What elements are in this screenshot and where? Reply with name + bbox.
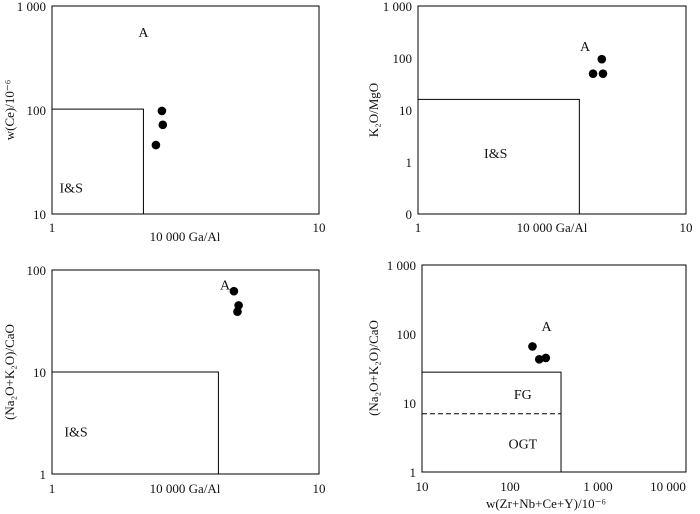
panel-1-xtick-1: 1	[49, 220, 56, 235]
panel-2-ytick-100: 100	[393, 51, 413, 66]
panel-3-ytick-1: 1	[40, 467, 47, 482]
panel-4-ylabel: (Na₂O+K₂O)/CaO	[366, 320, 381, 416]
panel-2-field-is: I&S	[484, 147, 507, 162]
panel-1-point-1	[151, 140, 161, 150]
panel-3-xtick-10: 10	[313, 481, 326, 496]
panel-2-frame	[417, 5, 687, 215]
panel-4-xtick-10: 10	[416, 479, 429, 494]
panel-2-ytick-1: 1	[406, 155, 413, 170]
panel-2: 1 000 100 10 1 0 1 10 10 000 Ga/Al K₂O/M…	[366, 0, 693, 235]
panel-2-xtick-10: 10	[680, 220, 693, 235]
panel-4-ytick-1000: 1 000	[387, 258, 416, 273]
panel-1-point-3	[157, 106, 167, 116]
panel-3-ytick-100: 100	[27, 263, 47, 278]
panel-4-field-ogt: OGT	[508, 437, 537, 452]
panel-2-xlabel: 10 000 Ga/Al	[517, 220, 588, 235]
panel-1: 1 000 100 10 1 10 10 000 Ga/Al w(Ce)/10⁻…	[2, 0, 326, 244]
panel-1-xlabel: 10 000 Ga/Al	[150, 229, 221, 244]
panel-4-ytick-10: 10	[403, 396, 416, 411]
panel-4-xtick-10000: 10 000	[650, 479, 686, 494]
panel-3-point-3	[233, 307, 242, 317]
panel-4-xlabel: w(Zr+Nb+Ce+Y)/10⁻⁶	[486, 496, 606, 511]
panel-1-frame	[51, 5, 320, 215]
panel-1-xtick-10: 10	[313, 220, 326, 235]
panel-4-point-2	[534, 354, 544, 364]
panel-2-ytick-1000: 1 000	[383, 0, 412, 14]
panel-4-point-1	[528, 342, 537, 351]
panel-1-ytick-10: 10	[33, 207, 46, 222]
panel-2-ylabel: K₂O/MgO	[366, 83, 381, 137]
panel-3-point-1	[229, 286, 239, 296]
panel-2-ytick-10: 10	[399, 103, 412, 118]
panel-4-ytick-100: 100	[397, 327, 417, 342]
panel-4-xtick-100: 100	[500, 479, 520, 494]
panel-4-field-a: A	[541, 320, 552, 335]
panel-2-is-field-box	[417, 98, 580, 215]
panel-4-xtick-1000: 1 000	[583, 479, 612, 494]
panel-4-point-3	[541, 353, 551, 363]
panel-3: 100 10 1 1 10 10 000 Ga/Al (Na₂O+K₂O)/Ca…	[2, 263, 326, 496]
panel-2-field-a: A	[580, 40, 591, 55]
panel-1-ylabel: w(Ce)/10⁻⁶	[2, 80, 17, 141]
panel-1-field-a: A	[138, 26, 149, 41]
panel-2-point-1	[588, 69, 598, 78]
panel-2-ytick-0: 0	[406, 207, 413, 222]
panel-3-point-2	[234, 301, 243, 310]
panel-4: 1 000 100 10 1 10 100 1 000 10 000 w(Zr+…	[366, 258, 687, 511]
panel-4-ytick-1: 1	[410, 465, 417, 480]
panel-1-field-is: I&S	[60, 181, 83, 196]
panel-2-xtick-1: 1	[415, 220, 422, 235]
panel-3-is-field-box	[51, 371, 219, 475]
panel-1-point-2	[158, 120, 168, 130]
panel-3-xtick-1: 1	[49, 481, 56, 496]
panel-3-ylabel: (Na₂O+K₂O)/CaO	[2, 324, 17, 420]
panel-3-field-a: A	[220, 279, 231, 294]
panel-1-ytick-100: 100	[27, 103, 47, 118]
panel-4-field-fg: FG	[514, 388, 532, 403]
panel-2-point-2	[598, 69, 608, 78]
panel-3-field-is: I&S	[64, 426, 87, 441]
panel-1-is-field-box	[51, 108, 144, 215]
panel-4-frame	[421, 264, 687, 473]
panel-3-xlabel: 10 000 Ga/Al	[150, 481, 221, 496]
panel-4-fg-field-box	[421, 371, 562, 473]
panel-2-point-3	[597, 54, 607, 64]
panel-1-ytick-1000: 1 000	[17, 0, 46, 14]
panel-3-ytick-10: 10	[33, 365, 46, 380]
